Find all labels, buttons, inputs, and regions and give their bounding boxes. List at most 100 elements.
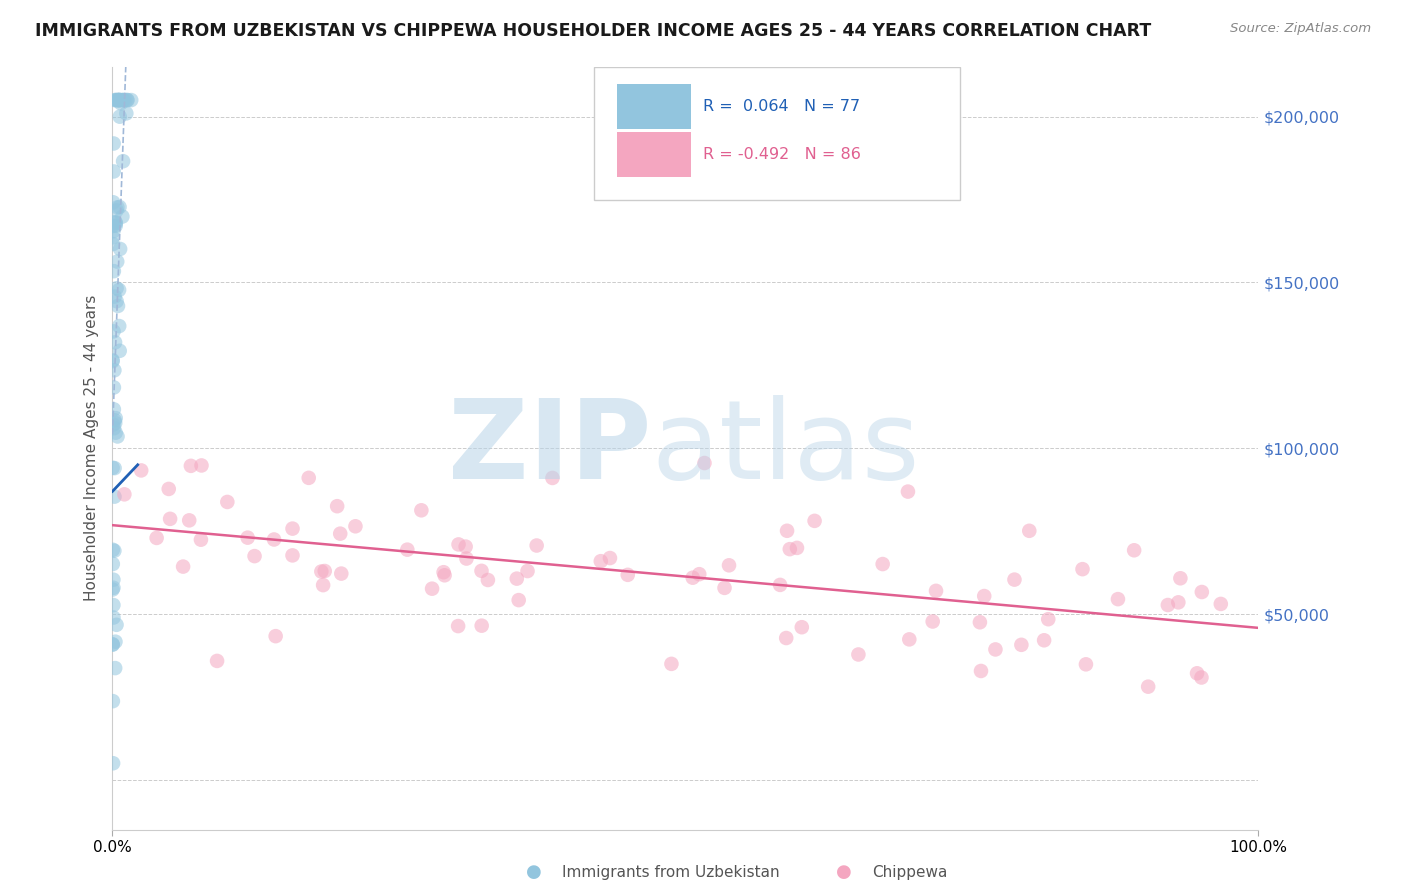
Point bbox=[661, 657, 683, 671]
Point bbox=[115, 93, 138, 107]
Point bbox=[432, 565, 454, 579]
Point bbox=[205, 654, 228, 668]
Point bbox=[101, 557, 124, 571]
Point bbox=[108, 93, 131, 107]
Point bbox=[172, 559, 194, 574]
Point bbox=[682, 571, 704, 585]
Point bbox=[105, 200, 128, 214]
Point bbox=[104, 411, 127, 425]
Point bbox=[897, 484, 920, 499]
Point bbox=[616, 567, 638, 582]
Point bbox=[104, 661, 127, 675]
Point bbox=[1038, 612, 1060, 626]
Point bbox=[848, 648, 870, 662]
Point bbox=[104, 416, 127, 430]
Point bbox=[326, 499, 349, 513]
Point bbox=[180, 458, 202, 473]
Point bbox=[477, 573, 499, 587]
Point bbox=[344, 519, 367, 533]
Point bbox=[420, 582, 443, 596]
Point bbox=[973, 589, 995, 603]
Point bbox=[103, 224, 125, 238]
Point bbox=[312, 578, 335, 592]
Point bbox=[470, 564, 492, 578]
Point bbox=[103, 164, 125, 178]
Point bbox=[526, 539, 548, 553]
Text: ●: ● bbox=[526, 863, 543, 881]
Point bbox=[103, 417, 125, 432]
Point bbox=[101, 460, 124, 475]
Point bbox=[314, 564, 336, 578]
Point bbox=[281, 549, 304, 563]
Point bbox=[104, 289, 127, 303]
Point bbox=[104, 425, 127, 440]
Point bbox=[108, 93, 131, 107]
Point bbox=[103, 421, 125, 435]
Point bbox=[114, 93, 136, 107]
Point bbox=[506, 572, 529, 586]
Point bbox=[104, 335, 127, 350]
Point bbox=[117, 93, 139, 107]
Point bbox=[104, 219, 127, 233]
Point bbox=[103, 581, 125, 595]
FancyBboxPatch shape bbox=[593, 67, 960, 201]
Text: Source: ZipAtlas.com: Source: ZipAtlas.com bbox=[1230, 22, 1371, 36]
Point bbox=[1191, 671, 1213, 685]
Point bbox=[101, 195, 124, 210]
Point bbox=[112, 487, 135, 501]
Point bbox=[101, 237, 124, 252]
Point bbox=[103, 402, 125, 417]
Point bbox=[107, 93, 129, 107]
Point bbox=[101, 542, 124, 557]
Point bbox=[108, 110, 131, 124]
Text: IMMIGRANTS FROM UZBEKISTAN VS CHIPPEWA HOUSEHOLDER INCOME AGES 25 - 44 YEARS COR: IMMIGRANTS FROM UZBEKISTAN VS CHIPPEWA H… bbox=[35, 22, 1152, 40]
Point bbox=[1170, 571, 1192, 585]
Point bbox=[101, 756, 124, 771]
Point bbox=[790, 620, 813, 634]
Point bbox=[103, 490, 125, 504]
Point bbox=[104, 413, 127, 427]
Point bbox=[921, 615, 943, 629]
Point bbox=[1191, 585, 1213, 599]
Point bbox=[101, 354, 124, 368]
Text: Immigrants from Uzbekistan: Immigrants from Uzbekistan bbox=[562, 865, 780, 880]
Point bbox=[104, 461, 127, 475]
Point bbox=[108, 283, 131, 297]
Point bbox=[541, 471, 564, 485]
Point bbox=[101, 230, 124, 244]
Point bbox=[1071, 562, 1094, 576]
Y-axis label: Householder Income Ages 25 - 44 years: Householder Income Ages 25 - 44 years bbox=[83, 295, 98, 601]
Point bbox=[108, 242, 131, 256]
Point bbox=[1107, 592, 1129, 607]
Point bbox=[970, 664, 993, 678]
Point bbox=[872, 557, 894, 571]
Point bbox=[776, 524, 799, 538]
Text: ZIP: ZIP bbox=[447, 395, 651, 501]
Point bbox=[190, 458, 212, 473]
Point bbox=[101, 353, 124, 368]
Point bbox=[217, 495, 239, 509]
Point bbox=[108, 200, 131, 214]
Point bbox=[105, 203, 128, 218]
Point bbox=[775, 631, 797, 645]
Point bbox=[115, 106, 138, 120]
Point bbox=[718, 558, 741, 573]
Point bbox=[112, 93, 135, 107]
Point bbox=[104, 93, 127, 107]
Point bbox=[1137, 680, 1160, 694]
Point bbox=[107, 299, 129, 313]
Point bbox=[1018, 524, 1040, 538]
Point bbox=[104, 93, 127, 107]
Point bbox=[925, 583, 948, 598]
Point bbox=[105, 254, 128, 268]
Point bbox=[1010, 638, 1032, 652]
Point bbox=[108, 319, 131, 334]
Text: ●: ● bbox=[835, 863, 852, 881]
Point bbox=[110, 96, 132, 111]
Point bbox=[105, 294, 128, 309]
Point bbox=[1185, 666, 1208, 681]
Point bbox=[447, 537, 470, 551]
Point bbox=[779, 542, 801, 557]
Point bbox=[111, 93, 134, 107]
Point bbox=[104, 215, 127, 229]
